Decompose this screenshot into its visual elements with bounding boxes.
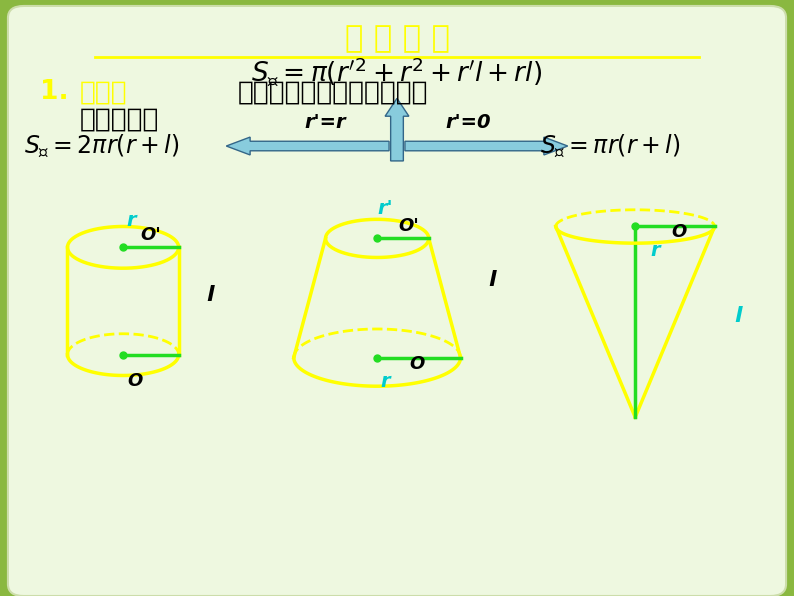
Text: r: r xyxy=(650,241,660,260)
Text: O: O xyxy=(671,224,687,241)
FancyArrow shape xyxy=(385,98,409,161)
Text: 复 习 引 入: 复 习 引 入 xyxy=(345,24,449,53)
Text: O': O' xyxy=(399,218,419,235)
Text: $S_{\mathrm{台}}=\pi(r'^{2}+r^{2}+r'l+rl)$: $S_{\mathrm{台}}=\pi(r'^{2}+r^{2}+r'l+rl)… xyxy=(252,55,542,88)
FancyArrow shape xyxy=(226,137,389,155)
Text: 计算公式？: 计算公式？ xyxy=(79,106,159,132)
Text: 圆柱、圆锥、圆台的表面积: 圆柱、圆锥、圆台的表面积 xyxy=(238,79,429,105)
Text: r'=r: r'=r xyxy=(305,113,346,132)
Text: r: r xyxy=(380,372,390,391)
Text: r: r xyxy=(126,211,136,230)
Text: O: O xyxy=(409,355,425,372)
Text: 1.: 1. xyxy=(40,79,68,105)
Text: l: l xyxy=(488,270,496,290)
Text: O: O xyxy=(127,372,143,390)
Text: $S_{\mathrm{柱}}=2\pi r(r+l)$: $S_{\mathrm{柱}}=2\pi r(r+l)$ xyxy=(24,133,179,159)
Text: O': O' xyxy=(141,226,161,244)
Text: l: l xyxy=(206,285,214,305)
Text: l: l xyxy=(734,306,742,326)
Text: $S_{\mathrm{锥}}=\pi r(r+l)$: $S_{\mathrm{锥}}=\pi r(r+l)$ xyxy=(540,133,680,159)
Text: r'=0: r'=0 xyxy=(445,113,491,132)
FancyArrow shape xyxy=(405,137,568,155)
Text: r': r' xyxy=(377,199,393,218)
FancyBboxPatch shape xyxy=(8,6,786,596)
Text: 提问：: 提问： xyxy=(79,79,127,105)
